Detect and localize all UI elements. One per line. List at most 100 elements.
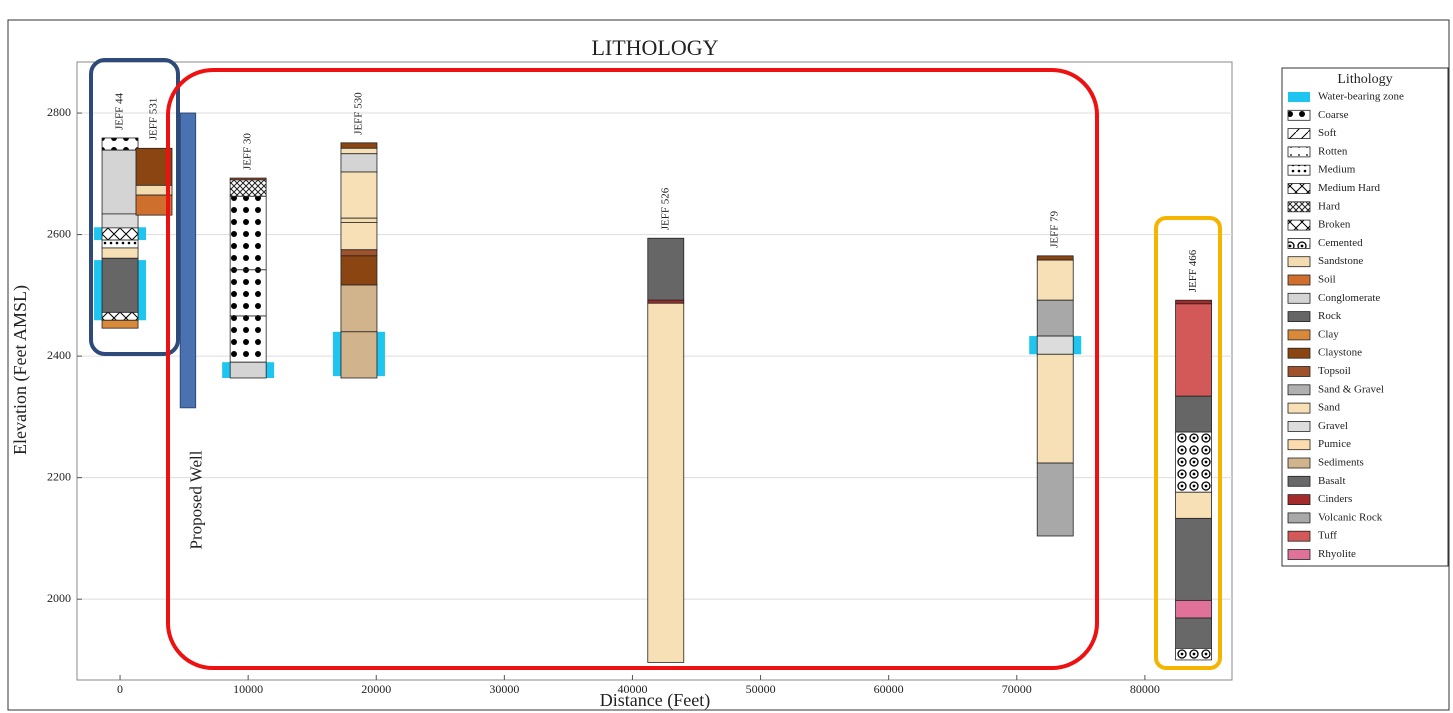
legend-label: Basalt [1318,475,1346,487]
lithology-interval [101,137,139,151]
x-tick-label: 30000 [489,682,519,696]
legend-swatch [1287,292,1311,304]
lithology-interval [1036,259,1074,301]
legend-swatch [1287,512,1311,524]
legend-swatch [1288,92,1310,102]
legend-label: Topsoil [1318,365,1351,377]
legend-swatch [1287,530,1311,542]
well-label: JEFF 526 [659,187,671,230]
lithology-interval [1036,255,1074,261]
y-axis-label: Elevation (Feet AMSL) [10,285,31,455]
legend-swatch [1287,494,1311,506]
legend-swatch [1287,128,1311,140]
legend-label: Cinders [1318,493,1352,505]
lithology-interval [647,302,685,663]
lithology-interval [340,255,378,286]
legend-label: Volcanic Rock [1318,511,1383,523]
legend-label: Pumice [1318,438,1351,450]
legend-swatch [1287,549,1311,560]
legend-swatch [1287,475,1311,487]
legend-swatch [1287,366,1311,377]
well-label: JEFF 30 [242,133,254,170]
lithology-interval [340,249,378,257]
well-label: JEFF 466 [1187,249,1199,292]
legend-label: Soft [1318,127,1336,139]
legend-label: Coarse [1318,109,1349,121]
legend-swatch [1287,146,1311,158]
x-tick-label: 40000 [617,682,647,696]
lithology-interval [340,217,378,223]
proposed-well-label: Proposed Well [187,450,206,549]
legend-swatch [1287,402,1311,414]
legend-label: Rock [1318,310,1342,322]
highlight-box [1154,216,1222,670]
legend-swatch [1287,329,1311,341]
lithology-interval [1175,395,1212,433]
x-tick-label: 60000 [874,682,904,696]
x-axis-label: Distance (Feet) [600,690,710,711]
legend-swatch [1287,420,1311,432]
lithology-interval [101,227,139,241]
lithology-interval [1036,353,1074,464]
lithology-interval [340,171,378,219]
legend-label: Tuff [1318,530,1337,542]
lithology-interval [340,142,378,149]
well-label: JEFF 530 [352,92,364,135]
lithology-interval [1175,299,1212,305]
legend-label: Medium [1318,164,1356,176]
x-tick-label: 70000 [1002,682,1032,696]
legend-label: Rotten [1318,145,1348,157]
legend-label: Conglomerate [1318,292,1380,304]
legend-label: Sand [1318,402,1341,414]
legend-swatch [1287,164,1311,176]
lithology-interval [1175,648,1212,661]
lithology-interval [1036,299,1074,337]
lithology-interval [229,269,267,317]
y-tick-label: 2800 [47,105,71,119]
x-tick-label: 20000 [361,682,391,696]
highlight-box [89,58,180,356]
well-label: JEFF 531 [148,98,160,141]
y-tick-label: 2400 [47,348,71,362]
legend-label: Hard [1318,200,1340,212]
x-tick-label: 10000 [233,682,263,696]
legend-swatch [1287,439,1311,451]
legend-title: Lithology [1337,72,1392,87]
lithology-interval [135,194,173,216]
lithology-interval [647,299,685,304]
legend-label: Gravel [1318,420,1348,432]
legend-label: Sandstone [1318,255,1363,267]
lithology-interval [229,179,267,197]
lithology-interval [1175,491,1212,519]
lithology-interval [1175,617,1212,649]
legend-label: Sediments [1318,457,1364,469]
legend-label: Sand & Gravel [1318,383,1384,395]
lithology-interval [1175,599,1212,619]
y-tick-label: 2200 [47,469,71,483]
y-tick-label: 2000 [47,591,71,605]
lithology-interval [340,153,378,173]
lithology-interval [1036,462,1074,537]
lithology-interval [101,311,139,321]
legend-label: Medium Hard [1318,182,1381,194]
legend-label: Claystone [1318,347,1362,359]
legend-swatch [1287,256,1311,268]
lithology-interval [101,149,139,215]
legend-swatch [1287,457,1311,469]
chart-title: LITHOLOGY [591,35,718,60]
legend-swatch [1287,201,1311,213]
legend-swatch [1287,219,1311,231]
lithology-interval [340,331,378,379]
lithology-interval [101,247,139,259]
lithology-interval [135,147,173,186]
legend-label: Water-bearing zone [1318,91,1404,103]
lithology-interval [1175,517,1212,601]
y-tick-label: 2600 [47,226,71,240]
x-tick-label: 0 [117,682,123,696]
lithology-interval [1175,431,1212,493]
highlight-box [166,68,1099,670]
x-tick-label: 50000 [746,682,776,696]
proposed-well [179,112,197,409]
legend-swatch [1287,183,1311,194]
